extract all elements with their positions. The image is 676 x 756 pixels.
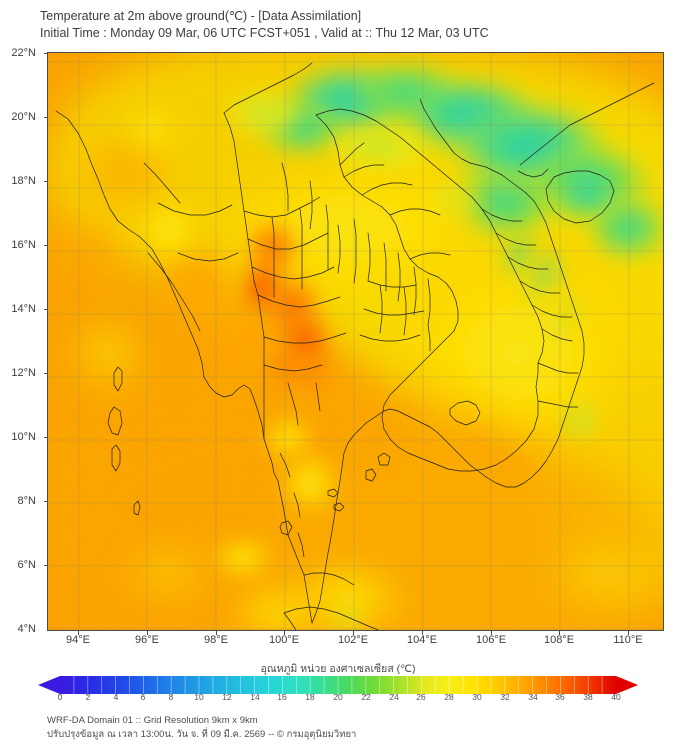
cb-tick-40: 40 bbox=[611, 692, 621, 702]
page-title: Temperature at 2m above ground(℃) - [Dat… bbox=[40, 9, 362, 23]
cb-tick-34: 34 bbox=[528, 692, 538, 702]
footer-model-info: WRF-DA Domain 01 :: Grid Resolution 9km … bbox=[47, 715, 258, 726]
colorbar: อุณหภูมิ หน่วย องศาเซลเซียส (℃) bbox=[0, 660, 676, 710]
y-tick-4n: 4°N bbox=[17, 623, 36, 635]
colorbar-title: อุณหภูมิ หน่วย องศาเซลเซียส (℃) bbox=[260, 663, 416, 675]
y-tick-18n: 18°N bbox=[11, 175, 36, 187]
x-tick-108e: 108°E bbox=[543, 634, 575, 646]
cb-tick-2: 2 bbox=[85, 692, 91, 702]
cb-tick-38: 38 bbox=[583, 692, 593, 702]
chart-subtitle: Initial Time : Monday 09 Mar, 06 UTC FCS… bbox=[40, 26, 489, 40]
cb-tick-8: 8 bbox=[168, 692, 174, 702]
x-tick-106e: 106°E bbox=[475, 634, 507, 646]
temperature-map bbox=[47, 52, 664, 631]
cb-tick-16: 16 bbox=[277, 692, 287, 702]
temperature-blobs bbox=[48, 53, 663, 630]
y-tick-8n: 8°N bbox=[17, 495, 36, 507]
y-axis: 22°N 20°N 18°N 16°N 14°N 12°N 10°N 8°N 6… bbox=[0, 0, 44, 756]
cb-tick-4: 4 bbox=[113, 692, 119, 702]
y-tick-10n: 10°N bbox=[11, 431, 36, 443]
y-tick-22n: 22°N bbox=[11, 47, 36, 59]
x-tick-100e: 100°E bbox=[268, 634, 300, 646]
y-tick-14n: 14°N bbox=[11, 303, 36, 315]
cb-tick-18: 18 bbox=[305, 692, 315, 702]
cb-tick-22: 22 bbox=[361, 692, 371, 702]
cb-tick-20: 20 bbox=[333, 692, 343, 702]
coastline-overlay bbox=[55, 62, 655, 630]
y-tick-20n: 20°N bbox=[11, 111, 36, 123]
cb-tick-12: 12 bbox=[222, 692, 232, 702]
temperature-field-svg bbox=[48, 53, 663, 630]
x-tick-98e: 98°E bbox=[204, 634, 228, 646]
cb-tick-24: 24 bbox=[389, 692, 399, 702]
cb-tick-36: 36 bbox=[555, 692, 565, 702]
x-tick-96e: 96°E bbox=[135, 634, 159, 646]
cb-tick-30: 30 bbox=[472, 692, 482, 702]
colorbar-gradient bbox=[38, 676, 638, 696]
x-tick-104e: 104°E bbox=[406, 634, 438, 646]
cb-tick-14: 14 bbox=[250, 692, 260, 702]
y-tick-6n: 6°N bbox=[17, 559, 36, 571]
cb-tick-28: 28 bbox=[444, 692, 454, 702]
x-tick-102e: 102°E bbox=[337, 634, 369, 646]
y-tick-12n: 12°N bbox=[11, 367, 36, 379]
y-tick-16n: 16°N bbox=[11, 239, 36, 251]
chart-title-block: Temperature at 2m above ground(℃) - [Dat… bbox=[40, 8, 660, 42]
colorbar-extend-right bbox=[616, 676, 638, 694]
cb-tick-26: 26 bbox=[416, 692, 426, 702]
cb-tick-10: 10 bbox=[194, 692, 204, 702]
x-tick-110e: 110°E bbox=[613, 634, 643, 646]
footer: WRF-DA Domain 01 :: Grid Resolution 9km … bbox=[47, 714, 667, 742]
cb-tick-6: 6 bbox=[140, 692, 146, 702]
x-tick-94e: 94°E bbox=[66, 634, 90, 646]
footer-credit: ปรับปรุงข้อมูล ณ เวลา 13:00น. วัน จ. ที่… bbox=[47, 729, 357, 740]
colorbar-extend-left bbox=[38, 676, 60, 694]
cb-tick-32: 32 bbox=[500, 692, 510, 702]
cb-tick-0: 0 bbox=[57, 692, 63, 702]
